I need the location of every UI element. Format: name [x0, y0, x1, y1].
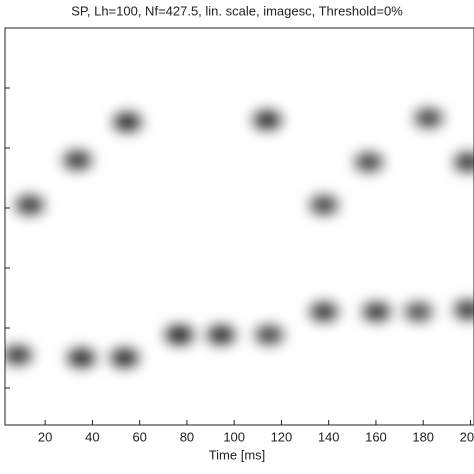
energy-blob — [255, 325, 284, 344]
x-tick-label: 180 — [412, 429, 434, 444]
energy-blob — [67, 348, 96, 367]
energy-blob — [253, 111, 282, 130]
x-tick-label: 120 — [271, 429, 293, 444]
energy-blob — [309, 302, 338, 321]
y-tick-marks — [5, 87, 10, 389]
energy-blob — [362, 302, 391, 321]
x-tick-label: 160 — [365, 429, 387, 444]
energy-blob — [63, 151, 92, 170]
x-tick-label: 60 — [132, 429, 146, 444]
energy-blob — [207, 325, 236, 344]
energy-blob — [5, 346, 32, 365]
x-tick-label: 80 — [180, 429, 194, 444]
chart-title: SP, Lh=100, Nf=427.5, lin. scale, images… — [71, 3, 403, 18]
x-tick-label: 100 — [223, 429, 245, 444]
energy-blob — [454, 153, 474, 172]
x-axis-label: Time [ms] — [209, 447, 266, 462]
energy-blob — [113, 113, 142, 132]
energy-blob — [404, 302, 433, 321]
plot-area — [5, 109, 474, 367]
x-tick-label: 40 — [85, 429, 99, 444]
x-tick-label: 20 — [38, 429, 52, 444]
energy-blob — [110, 348, 139, 367]
x-tick-label: 140 — [318, 429, 340, 444]
axes-box — [4, 27, 474, 426]
energy-blob — [15, 196, 44, 215]
energy-blob — [454, 300, 474, 319]
energy-blob — [165, 325, 194, 344]
energy-blob — [309, 196, 338, 215]
energy-blob — [354, 153, 383, 172]
x-tick-label: 200 — [460, 429, 474, 444]
energy-blob — [414, 109, 443, 128]
